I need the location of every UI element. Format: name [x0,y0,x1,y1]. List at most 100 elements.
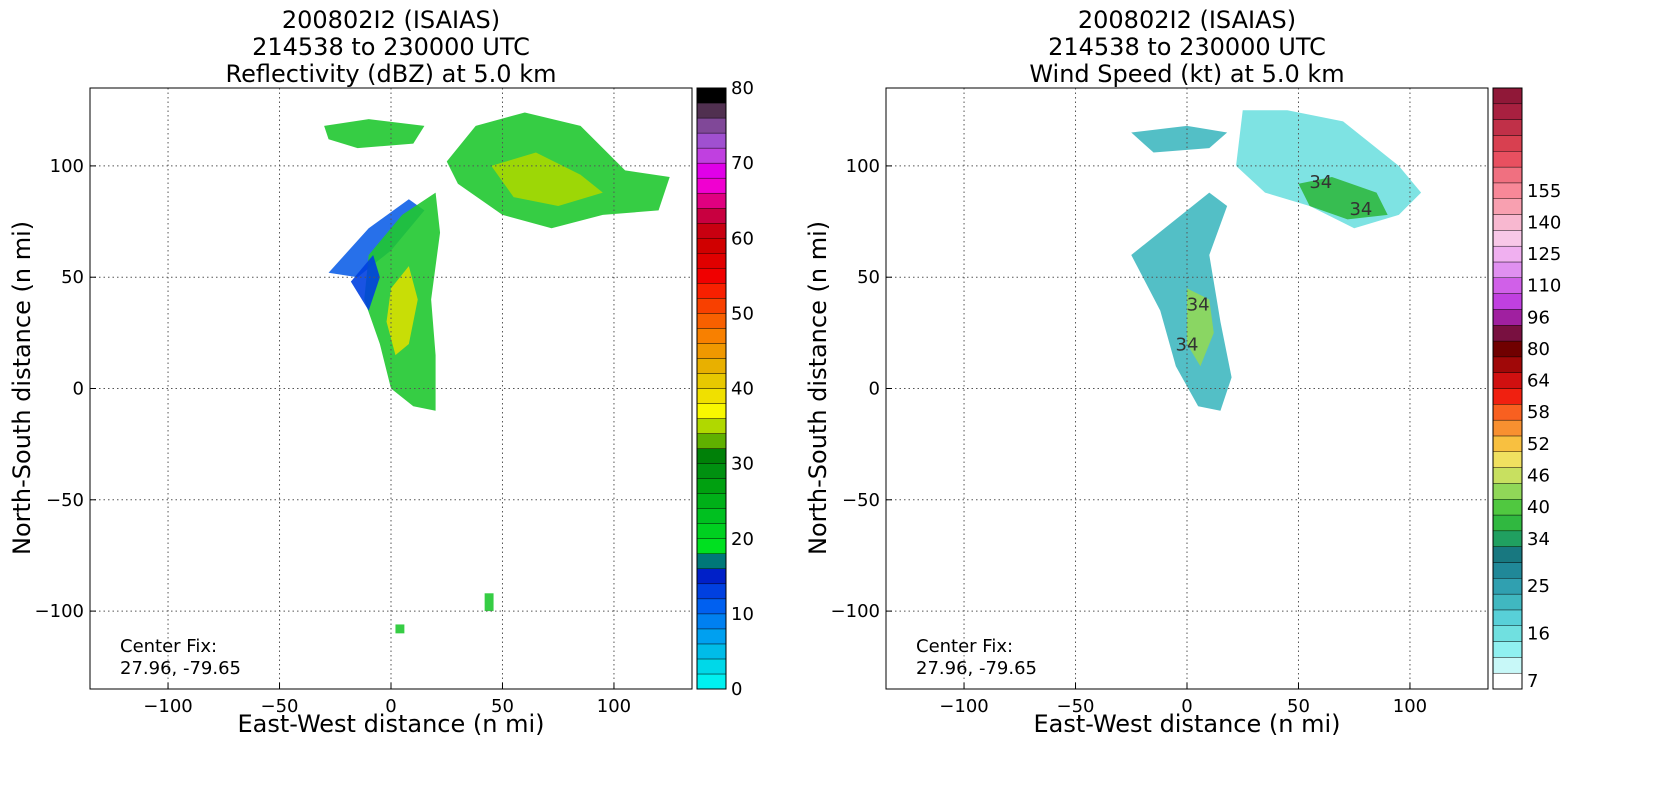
field-layer [324,112,670,634]
echo-region [1187,288,1214,367]
y-tick-label: 50 [61,267,84,288]
colorbar-bin [1492,578,1523,595]
colorbar-tick-label: 140 [1527,212,1561,233]
colorbar-tick-label: 50 [731,303,754,324]
y-tick-label: 100 [846,156,880,177]
colorbar-bin [1492,103,1523,120]
colorbar-bin [696,478,727,494]
colorbar-bin [1492,245,1523,263]
colorbar-bin [696,388,727,404]
colorbar-bin [1492,546,1523,563]
echo-region [395,624,405,634]
contour-label: 34 [1187,295,1210,316]
colorbar: 7 16 25 34 40 46 52 58 64 80 96 110 125 140 155 [1492,87,1561,692]
y-tick-label: 100 [50,156,84,177]
colorbar-bin [1492,499,1523,516]
colorbar-bin [696,568,727,585]
y-axis-label: North-South distance (n mi) [804,220,832,555]
wind-speed-chart: −100 −50 0 50 100 −100 −50 0 50 100 7 16 25 34 40 46 52 5… [831,87,1561,717]
colorbar-tick-label: 40 [1527,497,1550,518]
colorbar-tick-label: 7 [1527,671,1538,692]
colorbar-bin [696,268,727,284]
colorbar-bin [696,132,727,149]
colorbar-tick-label: 20 [731,529,754,550]
colorbar-bin [1492,230,1523,247]
colorbar-tick-label: 52 [1527,434,1550,455]
chart-title: 200802I2 (ISAIAS) [281,6,501,34]
echo-region [324,119,425,149]
reflectivity-panel: 200802I2 (ISAIAS) 214538 to 230000 UTC R… [8,6,754,738]
colorbar-bin [696,493,727,509]
echo-region [491,152,603,206]
contour-label: 34 [1349,199,1372,220]
colorbar-bin [696,673,727,690]
colorbar-bin [1492,435,1523,452]
colorbar-tick-label: 125 [1527,244,1561,265]
colorbar-tick-label: 80 [731,78,754,99]
colorbar-bin [1492,340,1523,358]
echo-region [350,254,380,311]
colorbar-bin [1492,625,1523,642]
x-tick-label: −50 [1057,696,1095,717]
colorbar-bin [1492,198,1523,215]
colorbar-bin [1492,514,1523,532]
chart-title: 200802I2 (ISAIAS) [1077,6,1297,34]
chart-field-title: Reflectivity (dBZ) at 5.0 km [225,60,557,88]
echo-region [1298,177,1388,220]
colorbar-bin [1492,356,1523,373]
colorbar-bin [696,207,727,224]
contour-label: 34 [1176,335,1199,356]
colorbar-tick-label: 40 [731,379,754,400]
contour-label: 34 [1309,172,1332,193]
colorbar-tick-label: 10 [731,604,754,625]
colorbar-bin [1492,467,1523,484]
colorbar-bin [1492,388,1523,405]
colorbar-bin [696,162,727,179]
colorbar-bin [696,223,727,239]
reflectivity-chart: −100 −50 0 50 100 −100 −50 0 50 100 0 10 20 30 40 50 60 7… [35,78,754,717]
y-axis-label: North-South distance (n mi) [8,220,36,555]
colorbar-bin [1492,151,1523,168]
center-fix-label: Center Fix: [916,636,1014,657]
colorbar-bin [1492,641,1523,658]
colorbar-bin [1492,182,1523,199]
colorbar-bin [696,358,727,374]
colorbar-bin [1492,593,1523,611]
x-tick-label: 100 [597,696,631,717]
y-tick-label: −100 [831,601,880,622]
colorbar-bin [696,613,727,630]
colorbar-bin [696,177,727,194]
colorbar-bin [696,343,727,359]
colorbar-tick-label: 0 [731,679,742,700]
colorbar-bin [696,448,727,464]
x-axis-label: East-West distance (n mi) [237,710,545,738]
chart-subtitle: 214538 to 230000 UTC [1048,33,1326,61]
y-tick-label: −50 [46,490,84,511]
x-tick-label: 0 [1181,696,1192,717]
colorbar-bin [1492,609,1523,626]
y-tick-label: 50 [857,267,880,288]
colorbar-bin [696,553,727,570]
echo-region [1131,192,1232,411]
echo-region [1131,125,1228,153]
colorbar-bin [1492,657,1523,674]
colorbar-bin [1492,309,1523,326]
colorbar-bin [1492,372,1523,389]
colorbar-bin [696,418,727,434]
colorbar-tick-label: 70 [731,153,754,174]
x-tick-label: 50 [1287,696,1310,717]
colorbar-bin [696,192,727,209]
colorbar-bin [696,643,727,660]
colorbar-bin [696,433,727,449]
colorbar-frame [1492,87,1523,690]
center-fix-value: 27.96, -79.65 [120,658,241,679]
colorbar-bin [696,87,727,104]
colorbar-bin [696,538,727,554]
colorbar-bin [1492,419,1523,437]
colorbar-bin [696,598,727,615]
x-tick-label: −100 [143,696,192,717]
colorbar-bin [696,403,727,419]
y-tick-label: 0 [869,379,880,400]
center-fix-label: Center Fix: [120,636,218,657]
x-tick-label: 50 [491,696,514,717]
